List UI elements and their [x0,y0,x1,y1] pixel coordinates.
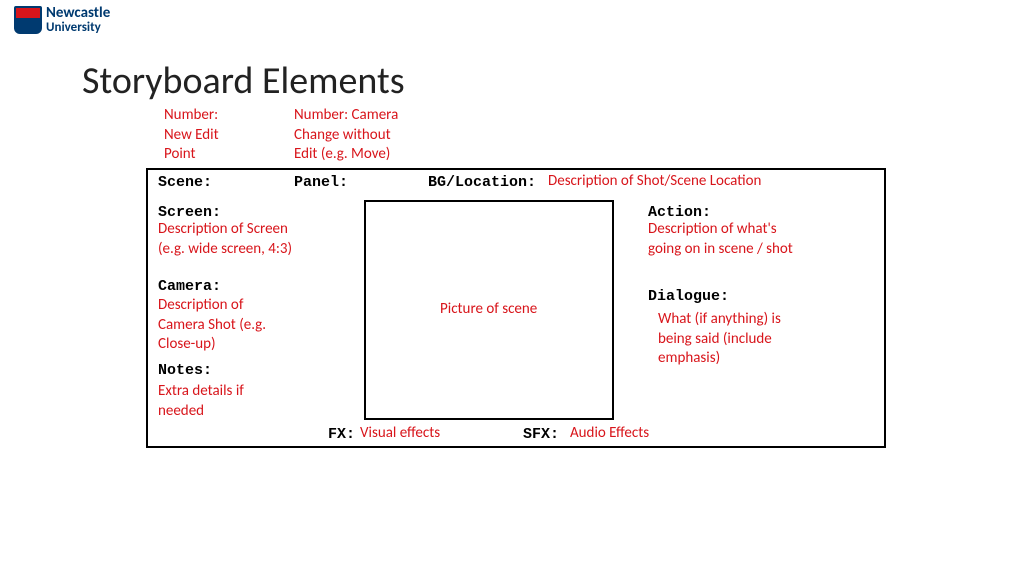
anno-fx: Visual effects [360,424,440,444]
anno-notes: Extra details if needed [158,382,244,421]
label-camera: Camera: [158,278,221,295]
logo-text: Newcastle University [46,6,110,34]
newcastle-logo: Newcastle University [14,6,110,34]
label-bglocation: BG/Location: [428,174,536,191]
page-title: Storyboard Elements [82,58,405,104]
anno-sfx: Audio Effects [570,424,649,444]
anno-scene: Number: New Edit Point [164,106,219,165]
anno-action: Description of what's going on in scene … [648,220,793,259]
anno-bglocation: Description of Shot/Scene Location [548,172,761,192]
anno-panel: Number: Camera Change without Edit (e.g.… [294,106,398,165]
anno-picture: Picture of scene [440,300,537,320]
label-scene: Scene: [158,174,212,191]
label-fx: FX: [328,426,355,443]
label-notes: Notes: [158,362,212,379]
anno-screen: Description of Screen (e.g. wide screen,… [158,220,292,259]
anno-dialogue: What (if anything) is being said (includ… [658,310,781,369]
label-action: Action: [648,204,711,221]
label-dialogue: Dialogue: [648,288,729,305]
label-screen: Screen: [158,204,221,221]
label-panel: Panel: [294,174,348,191]
logo-shield-icon [14,6,42,34]
label-sfx: SFX: [523,426,559,443]
logo-line2: University [46,21,110,34]
anno-camera: Description of Camera Shot (e.g. Close-u… [158,296,266,355]
